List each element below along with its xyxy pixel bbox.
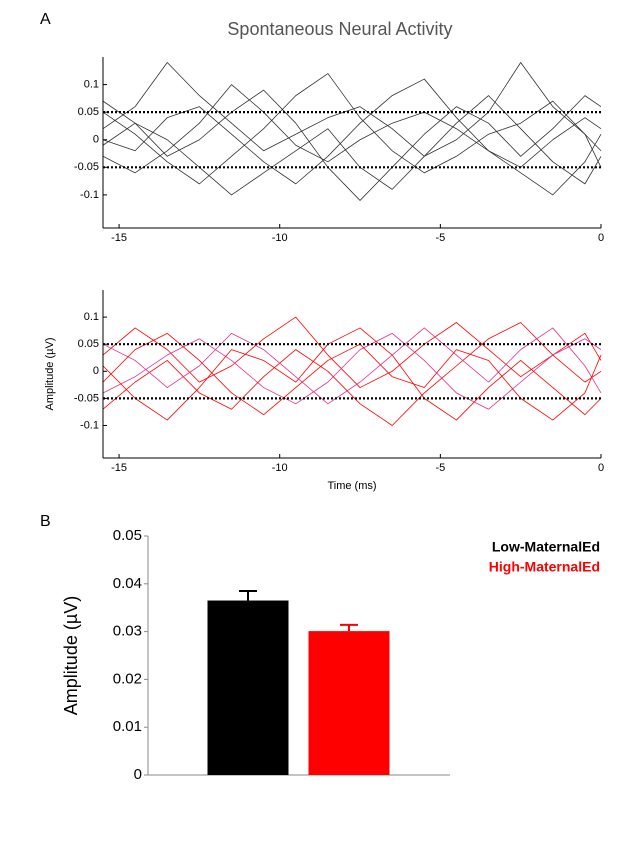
y-axis-label: Amplitude (µV) bbox=[44, 338, 56, 411]
trace bbox=[102, 332, 602, 421]
y-tick-label: 0.05 bbox=[78, 106, 99, 118]
trace bbox=[102, 322, 602, 426]
x-tick-label: -15 bbox=[111, 232, 127, 244]
chart-title: Spontaneous Neural Activity bbox=[227, 19, 452, 39]
trace bbox=[102, 73, 602, 185]
y-tick-label: 0.01 bbox=[113, 718, 142, 735]
x-tick-label: -10 bbox=[272, 232, 288, 244]
x-tick-label: 0 bbox=[598, 232, 604, 244]
y-tick-label: 0.1 bbox=[84, 311, 99, 323]
trace bbox=[102, 327, 602, 405]
x-tick-label: -5 bbox=[435, 462, 445, 474]
y-tick-label: -0.1 bbox=[80, 189, 99, 201]
legend-label: Low-MaternalEd bbox=[492, 539, 600, 555]
y-tick-label: -0.05 bbox=[74, 392, 99, 404]
bar bbox=[308, 631, 390, 775]
x-tick-label: 0 bbox=[598, 462, 604, 474]
y-tick-label: 0.03 bbox=[113, 623, 142, 640]
y-tick-label: 0.05 bbox=[113, 527, 142, 544]
y-tick-label: 0.02 bbox=[113, 670, 142, 687]
legend-label: High-MaternalEd bbox=[489, 559, 600, 575]
y-tick-label: -0.05 bbox=[74, 161, 99, 173]
y-tick-label: 0.04 bbox=[113, 575, 142, 592]
error-bar bbox=[340, 623, 358, 632]
y-tick-label: -0.1 bbox=[80, 419, 99, 431]
trace bbox=[102, 62, 602, 157]
y-tick-label: 0 bbox=[93, 134, 99, 146]
y-tick-label: 0.1 bbox=[84, 78, 99, 90]
y-tick-label: 0 bbox=[134, 766, 142, 783]
x-tick-label: -15 bbox=[111, 462, 127, 474]
error-bar bbox=[239, 589, 257, 601]
x-axis-label: Time (ms) bbox=[327, 480, 376, 492]
bar bbox=[207, 600, 289, 775]
y-axis-label: Amplitude (µV) bbox=[61, 596, 81, 715]
trace bbox=[102, 89, 602, 201]
y-tick-label: 0.05 bbox=[78, 338, 99, 350]
x-tick-label: -5 bbox=[435, 232, 445, 244]
trace bbox=[102, 84, 602, 174]
y-tick-label: 0 bbox=[93, 365, 99, 377]
trace bbox=[102, 78, 602, 196]
panel-label: A bbox=[40, 11, 51, 28]
panel-label: B bbox=[40, 513, 51, 530]
x-tick-label: -10 bbox=[272, 462, 288, 474]
